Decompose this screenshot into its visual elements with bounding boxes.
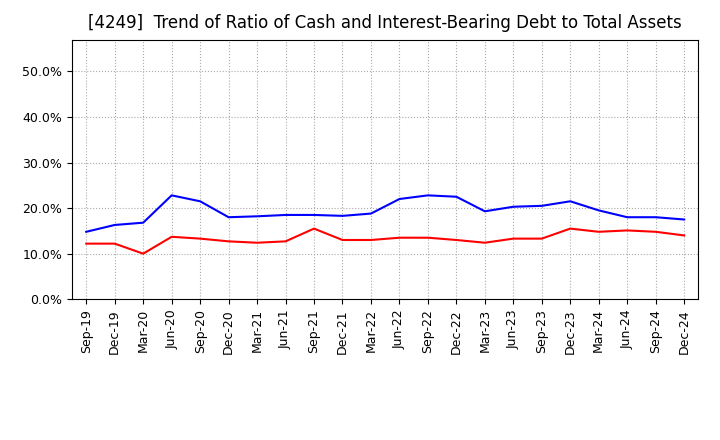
Cash bbox=[423, 235, 432, 240]
Interest-Bearing Debt bbox=[167, 193, 176, 198]
Cash bbox=[623, 228, 631, 233]
Cash bbox=[225, 239, 233, 244]
Interest-Bearing Debt bbox=[110, 222, 119, 227]
Interest-Bearing Debt bbox=[82, 229, 91, 235]
Interest-Bearing Debt bbox=[537, 203, 546, 209]
Cash bbox=[82, 241, 91, 246]
Interest-Bearing Debt bbox=[423, 193, 432, 198]
Interest-Bearing Debt bbox=[652, 215, 660, 220]
Interest-Bearing Debt bbox=[253, 214, 261, 219]
Interest-Bearing Debt bbox=[395, 196, 404, 202]
Cash bbox=[167, 234, 176, 239]
Cash bbox=[395, 235, 404, 240]
Line: Interest-Bearing Debt: Interest-Bearing Debt bbox=[86, 195, 684, 232]
Cash bbox=[452, 237, 461, 242]
Cash bbox=[595, 229, 603, 235]
Interest-Bearing Debt bbox=[310, 213, 318, 218]
Interest-Bearing Debt bbox=[595, 208, 603, 213]
Interest-Bearing Debt bbox=[282, 213, 290, 218]
Cash bbox=[509, 236, 518, 241]
Cash bbox=[366, 237, 375, 242]
Interest-Bearing Debt bbox=[366, 211, 375, 216]
Cash bbox=[680, 233, 688, 238]
Line: Cash: Cash bbox=[86, 229, 684, 253]
Interest-Bearing Debt bbox=[452, 194, 461, 199]
Cash bbox=[310, 226, 318, 231]
Interest-Bearing Debt bbox=[338, 213, 347, 219]
Cash bbox=[110, 241, 119, 246]
Cash bbox=[338, 237, 347, 242]
Interest-Bearing Debt bbox=[566, 198, 575, 204]
Cash bbox=[537, 236, 546, 241]
Cash bbox=[566, 226, 575, 231]
Cash bbox=[652, 229, 660, 235]
Interest-Bearing Debt bbox=[139, 220, 148, 225]
Title: [4249]  Trend of Ratio of Cash and Interest-Bearing Debt to Total Assets: [4249] Trend of Ratio of Cash and Intere… bbox=[89, 15, 682, 33]
Cash bbox=[196, 236, 204, 241]
Cash bbox=[139, 251, 148, 256]
Interest-Bearing Debt bbox=[509, 204, 518, 209]
Interest-Bearing Debt bbox=[480, 209, 489, 214]
Cash bbox=[480, 240, 489, 246]
Interest-Bearing Debt bbox=[680, 217, 688, 222]
Interest-Bearing Debt bbox=[623, 215, 631, 220]
Cash bbox=[253, 240, 261, 246]
Interest-Bearing Debt bbox=[225, 215, 233, 220]
Cash bbox=[282, 239, 290, 244]
Interest-Bearing Debt bbox=[196, 198, 204, 204]
